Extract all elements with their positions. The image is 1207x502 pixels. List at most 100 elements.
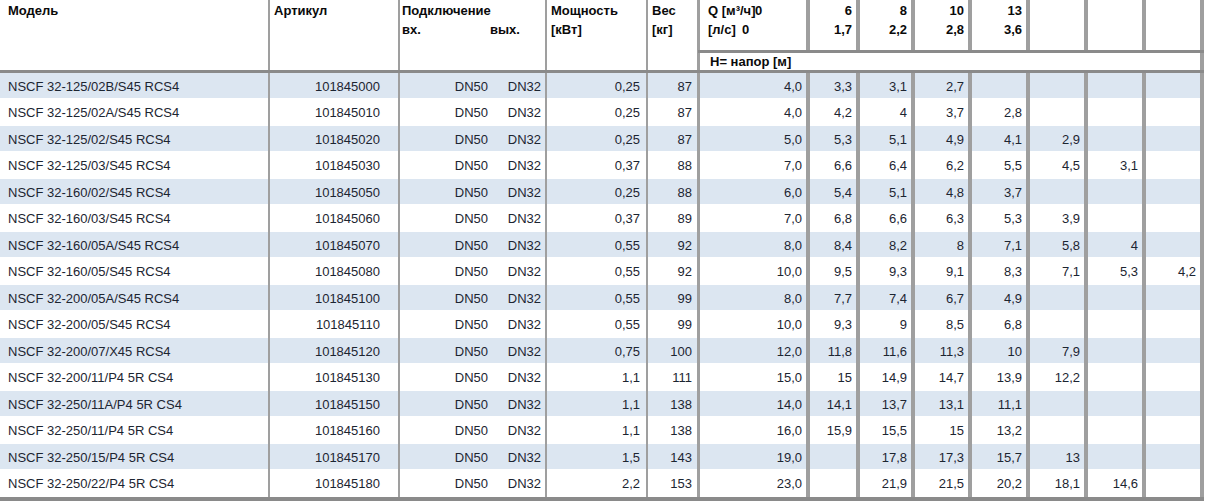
column-header-weight-unit: [кг] [652, 22, 673, 37]
head-value-cell: 12,0 [700, 338, 810, 365]
head-value-cell [1088, 73, 1146, 100]
conn-out-cell: DN32 [490, 418, 547, 445]
power-cell: 0,25 [547, 100, 648, 127]
head-value-cell: 8,0 [700, 285, 810, 312]
article-cell: 101845050 [270, 179, 400, 206]
conn-out-cell: DN32 [490, 338, 547, 365]
head-value-cell [1088, 100, 1146, 127]
head-value-cell: 4,9 [972, 285, 1030, 312]
weight-cell: 89 [648, 206, 700, 233]
q-flow-ls: 1,7 [834, 22, 852, 37]
head-value-cell: 8,0 [700, 232, 810, 259]
conn-out-cell: DN32 [490, 444, 547, 471]
head-value-cell: 3,3 [810, 73, 860, 100]
head-value-cell [1030, 100, 1088, 127]
head-value-cell: 6,8 [810, 206, 860, 233]
q-flow-m3h: 10 [950, 3, 964, 18]
power-cell: 0,25 [547, 126, 648, 153]
head-value-cell: 5,8 [1030, 232, 1088, 259]
weight-cell: 111 [648, 365, 700, 392]
head-value-cell [1030, 73, 1088, 100]
model-cell: NSCF 32-160/03/S45 RCS4 [0, 206, 270, 233]
grid-hline [0, 70, 1204, 73]
head-value-cell: 5,1 [860, 179, 915, 206]
head-value-cell: 15 [915, 418, 972, 445]
head-value-cell: 4,9 [915, 126, 972, 153]
head-value-cell [1146, 179, 1204, 206]
conn-out-cell: DN32 [490, 73, 547, 100]
q-flow-header: 133,6 [972, 0, 1030, 50]
head-value-cell [1146, 285, 1204, 312]
weight-cell: 92 [648, 259, 700, 286]
model-cell: NSCF 32-125/02B/S45 RCS4 [0, 73, 270, 100]
head-value-cell: 4,0 [700, 100, 810, 127]
head-value-cell [1146, 126, 1204, 153]
head-value-cell [1088, 418, 1146, 445]
head-value-cell: 6,4 [860, 153, 915, 180]
grid-vline [1142, 0, 1146, 50]
conn-out-cell: DN32 [490, 126, 547, 153]
head-value-cell: 5,3 [1088, 259, 1146, 286]
article-cell: 101845160 [270, 418, 400, 445]
conn-out-cell: DN32 [490, 206, 547, 233]
model-cell: NSCF 32-200/07/X45 RCS4 [0, 338, 270, 365]
head-value-cell: 11,8 [810, 338, 860, 365]
head-value-cell: 7,0 [700, 153, 810, 180]
table-row: NSCF 32-160/05A/S45 RCS4101845070DN50DN3… [0, 232, 1204, 259]
head-value-cell [1088, 179, 1146, 206]
weight-cell: 99 [648, 312, 700, 339]
head-value-cell: 9,3 [860, 259, 915, 286]
head-value-cell: 15 [810, 365, 860, 392]
q-flow-ls: 2,8 [946, 22, 964, 37]
head-value-cell: 15,5 [860, 418, 915, 445]
table-row: NSCF 32-250/22/P4 5R CS4101845180DN50DN3… [0, 471, 1204, 498]
weight-cell: 92 [648, 232, 700, 259]
head-value-cell: 7,1 [972, 232, 1030, 259]
power-cell: 0,55 [547, 285, 648, 312]
weight-cell: 87 [648, 100, 700, 127]
table-row: NSCF 32-250/11A/P4 5R CS4101845150DN50DN… [0, 391, 1204, 418]
model-cell: NSCF 32-200/05/S45 RCS4 [0, 312, 270, 339]
q-flow-header: 102,8 [915, 0, 972, 50]
head-value-cell: 14,6 [1088, 471, 1146, 498]
head-value-cell: 13 [1030, 444, 1088, 471]
conn-in-cell: DN50 [400, 418, 490, 445]
head-value-cell [1146, 338, 1204, 365]
head-value-cell: 7,7 [810, 285, 860, 312]
head-value-cell: 10,0 [700, 259, 810, 286]
head-value-cell: 15,0 [700, 365, 810, 392]
head-value-cell: 5,3 [972, 206, 1030, 233]
grid-vline [911, 73, 915, 497]
head-value-cell: 4,0 [700, 73, 810, 100]
head-value-cell: 8 [915, 232, 972, 259]
table-body: NSCF 32-125/02B/S45 RCS4101845000DN50DN3… [0, 73, 1204, 497]
power-cell: 1,1 [547, 365, 648, 392]
column-header-model: Модель [8, 3, 58, 18]
head-value-cell [1146, 365, 1204, 392]
head-value-cell: 6,8 [972, 312, 1030, 339]
weight-cell: 87 [648, 73, 700, 100]
conn-out-cell: DN32 [490, 100, 547, 127]
model-cell: NSCF 32-160/05/S45 RCS4 [0, 259, 270, 286]
grid-vline [856, 73, 860, 497]
conn-in-cell: DN50 [400, 206, 490, 233]
head-value-cell: 7,4 [860, 285, 915, 312]
head-value-cell: 7,1 [1030, 259, 1088, 286]
head-value-cell [1088, 444, 1146, 471]
head-value-cell: 15,7 [972, 444, 1030, 471]
column-header-article: Артикул [274, 3, 327, 18]
head-value-cell: 6,7 [915, 285, 972, 312]
conn-in-cell: DN50 [400, 73, 490, 100]
grid-vline [646, 0, 648, 497]
conn-out-cell: DN32 [490, 153, 547, 180]
grid-vline [1084, 73, 1088, 497]
column-header-weight: Вес [652, 3, 676, 18]
head-value-cell [1146, 391, 1204, 418]
head-row-label: Н= напор [м] [710, 54, 791, 69]
article-cell: 101845020 [270, 126, 400, 153]
head-value-cell: 4,2 [1146, 259, 1204, 286]
head-value-cell: 18,1 [1030, 471, 1088, 498]
grid-vline [856, 0, 860, 50]
head-value-cell: 13,2 [972, 418, 1030, 445]
conn-out-cell: DN32 [490, 391, 547, 418]
